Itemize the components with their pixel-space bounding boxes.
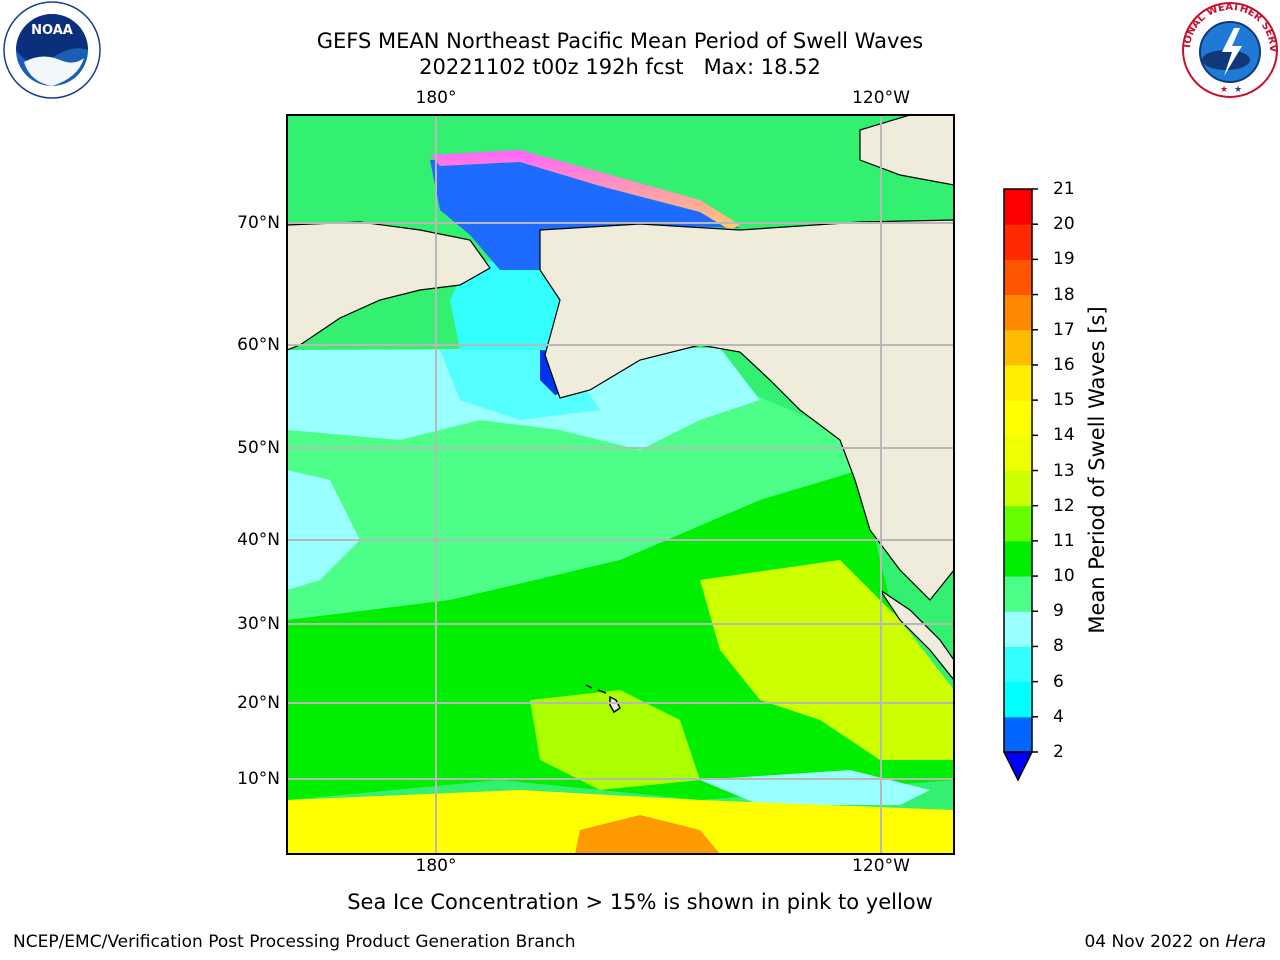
colorbar-tick-label: 18 (1053, 284, 1075, 305)
credit-date-text: 04 Nov 2022 on (1084, 932, 1226, 952)
swell-zone-12-13 (700, 560, 954, 760)
colorbar-tick-label: 11 (1053, 530, 1075, 551)
lat-label-70n: 70°N (237, 213, 280, 233)
colorbar-segment (1004, 716, 1032, 753)
land-alaska (539, 219, 954, 601)
colorbar-tick-label: 21 (1053, 179, 1075, 199)
swell-zone-9-10 (287, 380, 870, 660)
colorbar-label: Mean Period of Swell Waves [s] (1085, 306, 1109, 634)
colorbar-segment (1004, 329, 1032, 366)
lat-label-20n: 20°N (237, 693, 280, 713)
swell-zone-2-4 (430, 155, 740, 270)
colorbar-tick-label: 16 (1053, 354, 1075, 375)
lat-label-40n: 40°N (237, 530, 280, 550)
colorbar-segment (1004, 259, 1032, 296)
svg-text:★: ★ (1220, 85, 1228, 95)
colorbar-segment (1004, 364, 1032, 401)
colorbar-tick-label: 19 (1053, 249, 1075, 270)
credit-date: 04 Nov 2022 on Hera (1084, 932, 1266, 952)
colorbar-tick-label: 4 (1053, 706, 1064, 727)
colorbar-extend-min (1002, 751, 1034, 782)
sea-ice-edge (430, 150, 740, 230)
colorbar-tick-label: 9 (1053, 601, 1064, 622)
noaa-logo: NOAA (3, 1, 101, 99)
swell-zone-12-13b (530, 690, 700, 790)
colorbar-segment (1004, 505, 1032, 542)
colorbar-segment (1004, 435, 1032, 471)
colorbar-segment (1004, 646, 1032, 683)
colorbar-tick-label: 20 (1053, 214, 1075, 235)
colorbar-segment (1004, 189, 1032, 225)
colorbar-tick-label: 15 (1053, 390, 1075, 411)
bottom-lon-label-180: 180° (415, 856, 457, 876)
colorbar-tick-label: 10 (1053, 566, 1075, 587)
colorbar-tick-label: 6 (1053, 671, 1064, 692)
noaa-logo-text: NOAA (31, 23, 73, 38)
swell-zone-6-8 (450, 260, 580, 360)
top-lon-label-180: 180° (415, 88, 457, 108)
bottom-lon-label-120w: 120°W (852, 856, 910, 876)
lat-label-10n: 10°N (237, 769, 280, 789)
land-canada-north (859, 115, 954, 186)
colorbar-segment (1004, 576, 1032, 612)
colorbar-segment (1004, 681, 1032, 718)
colorbar-segment (1004, 400, 1032, 436)
lat-label-50n: 50°N (237, 438, 280, 458)
colorbar-segment (1004, 540, 1032, 577)
colorbar-tick-label: 2 (1053, 742, 1064, 762)
colorbar-tick-label: 13 (1053, 460, 1075, 481)
lat-label-30n: 30°N (237, 614, 280, 634)
map-frame (286, 114, 955, 855)
lat-label-60n: 60°N (237, 335, 280, 355)
graticule (287, 115, 954, 854)
sea-ice-footnote: Sea Ice Concentration > 15% is shown in … (347, 890, 933, 914)
top-lon-label-120w: 120°W (852, 88, 910, 108)
colorbar-segment (1004, 294, 1032, 331)
colorbar-segment (1004, 224, 1032, 260)
colorbar-tick-label: 14 (1053, 425, 1075, 446)
colorbar-tick-label: 17 (1053, 319, 1075, 340)
map-subtitle: 20221102 t00z 192h fcst Max: 18.52 (419, 55, 821, 79)
credit-branch: NCEP/EMC/Verification Post Processing Pr… (13, 932, 576, 952)
credit-host: Hera (1225, 932, 1266, 952)
nws-logo: NATIONAL WEATHER SERVICE ★ ★ (1180, 0, 1278, 98)
colorbar-segment (1004, 470, 1032, 507)
svg-text:★: ★ (1234, 85, 1242, 95)
colorbar-tick-label: 8 (1053, 636, 1064, 657)
land-hawaii (585, 684, 621, 714)
colorbar-tick-label: 12 (1053, 495, 1075, 516)
swell-zone-17-18 (575, 815, 720, 854)
map-title: GEFS MEAN Northeast Pacific Mean Period … (316, 29, 924, 53)
swell-zone-8-9-west (287, 470, 360, 590)
swell-zone-10-11 (287, 470, 954, 800)
colorbar-segment (1004, 611, 1032, 647)
